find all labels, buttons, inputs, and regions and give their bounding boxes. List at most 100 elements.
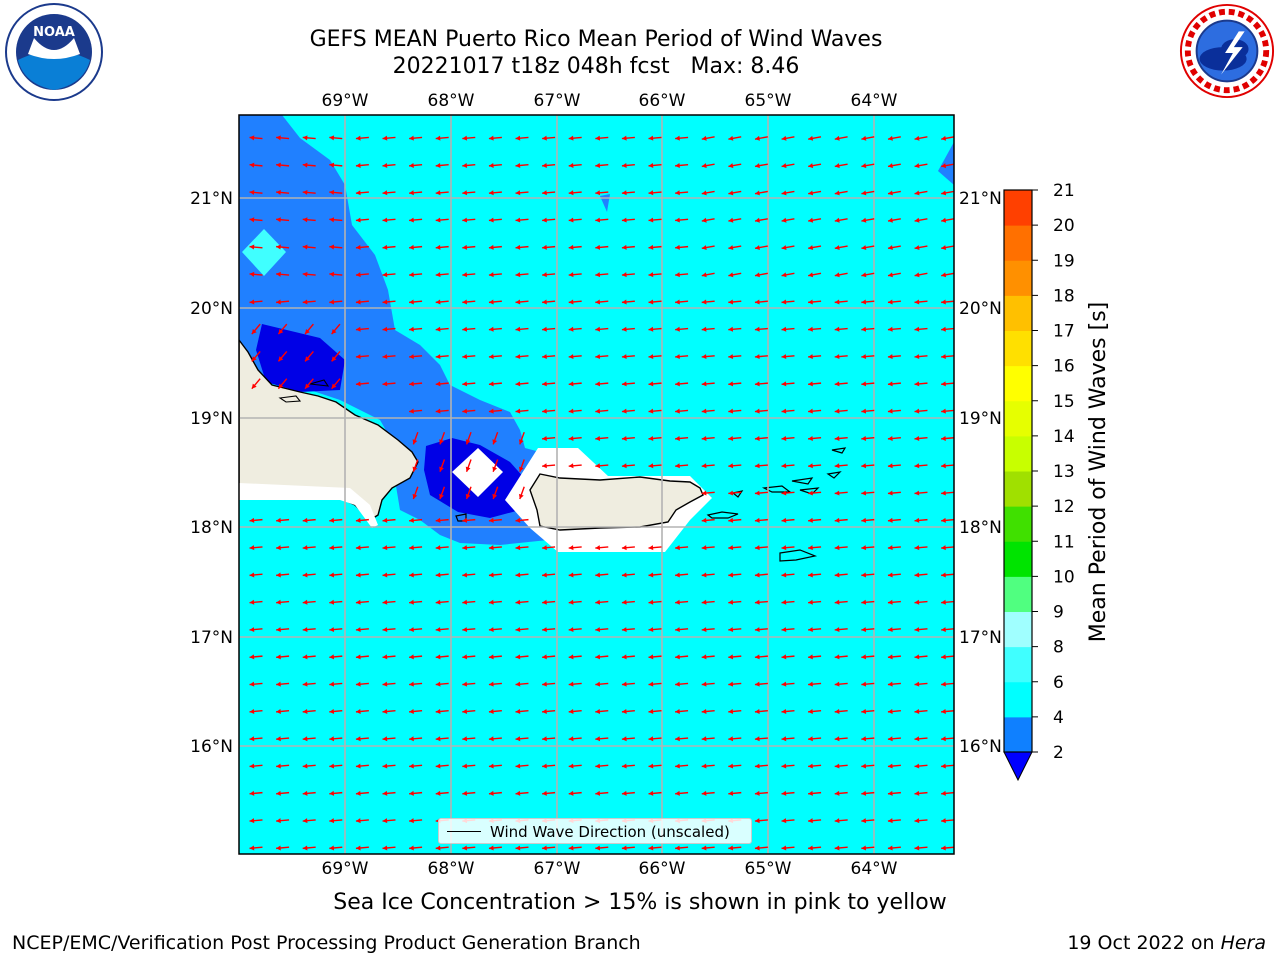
- wave-direction-arrowhead: [435, 654, 441, 660]
- wave-direction-arrowhead: [409, 654, 414, 660]
- wave-direction-arrowhead: [595, 463, 601, 469]
- wave-direction-arrowhead: [488, 135, 494, 141]
- wave-direction-arrowhead: [834, 736, 840, 742]
- chart-title: GEFS MEAN Puerto Rico Mean Period of Win…: [0, 26, 1192, 80]
- wave-direction-arrowhead: [462, 845, 468, 851]
- wave-direction-arrowhead: [515, 162, 521, 168]
- wave-direction-arrowhead: [701, 763, 707, 769]
- wave-direction-arrowhead: [568, 326, 574, 332]
- wave-direction-arrowhead: [941, 627, 946, 633]
- wave-direction-arrowhead: [276, 681, 281, 687]
- wave-direction-arrowhead: [355, 790, 361, 796]
- wave-direction-arrowhead: [568, 381, 574, 387]
- wave-direction-arrowhead: [914, 381, 920, 387]
- wave-direction-arrowhead: [465, 466, 471, 472]
- wave-direction-arrowhead: [409, 354, 414, 360]
- colorbar-tick-label: 15: [1053, 392, 1075, 412]
- wave-direction-arrowhead: [568, 217, 574, 223]
- lat-labels-left: 21°N 20°N 19°N 18°N 17°N 16°N: [190, 189, 233, 757]
- lon-label: 64°W: [851, 91, 898, 111]
- wave-direction-arrowhead: [409, 572, 414, 578]
- wave-direction-arrowhead: [781, 381, 787, 387]
- wave-direction-arrowhead: [941, 818, 946, 824]
- wave-direction-arrowhead: [648, 272, 654, 278]
- wave-direction-arrowhead: [249, 627, 255, 633]
- wave-direction-arrowhead: [542, 244, 547, 250]
- wave-direction-arrowhead: [914, 190, 920, 196]
- wave-direction-arrowhead: [409, 217, 414, 223]
- wave-direction-arrowhead: [302, 545, 308, 551]
- wave-direction-arrowhead: [754, 654, 760, 660]
- wave-direction-arrowhead: [276, 572, 281, 578]
- colorbar: 2 4 6 8 9 10 11 12 13 14 15 16 17 18 19 20 21: [1003, 181, 1075, 782]
- wave-direction-arrowhead: [382, 545, 388, 551]
- wave-direction-arrowhead: [462, 135, 468, 141]
- wave-direction-arrowhead: [305, 356, 310, 362]
- wave-direction-arrowhead: [861, 545, 867, 551]
- wave-direction-arrowhead: [861, 818, 867, 824]
- wave-direction-arrowhead: [355, 845, 361, 851]
- wave-direction-arrowhead: [302, 790, 308, 796]
- wave-direction-arrowhead: [728, 654, 734, 660]
- wave-direction-arrowhead: [914, 135, 920, 141]
- wave-direction-arrowhead: [887, 326, 893, 332]
- wave-direction-arrowhead: [675, 299, 680, 305]
- wave-direction-arrowhead: [409, 790, 414, 796]
- wave-direction-arrowhead: [462, 217, 468, 223]
- wave-direction-arrowhead: [276, 599, 281, 605]
- wave-direction-arrowhead: [409, 272, 414, 278]
- vieques-island: [706, 511, 739, 519]
- wave-direction-arrowhead: [808, 490, 813, 496]
- lat-label: 21°N: [190, 189, 233, 209]
- wave-direction-arrowhead: [355, 299, 361, 305]
- wave-direction-arrowhead: [701, 572, 707, 578]
- wave-direction-arrowhead: [754, 408, 760, 414]
- wave-direction-arrowhead: [621, 654, 627, 660]
- wave-direction-arrowhead: [488, 708, 494, 714]
- wave-direction-arrowhead: [488, 736, 494, 742]
- wave-direction-arrowhead: [834, 435, 840, 441]
- wave-direction-arrowhead: [941, 245, 947, 251]
- colorbar-segment: [1004, 506, 1032, 542]
- legend-label: Wind Wave Direction (unscaled): [490, 823, 730, 841]
- wave-direction-arrowhead: [382, 763, 388, 769]
- wave-direction-arrowhead: [278, 356, 284, 362]
- wave-direction-arrowhead: [887, 135, 893, 141]
- wave-direction-arrowhead: [648, 190, 654, 196]
- wave-direction-arrowhead: [754, 818, 760, 824]
- wave-direction-arrowhead: [542, 681, 547, 687]
- wave-direction-arrowhead: [249, 818, 255, 824]
- wave-direction-arrowhead: [781, 845, 787, 851]
- wave-direction-arrowhead: [834, 354, 840, 360]
- wave-direction-arrowhead: [542, 654, 547, 660]
- wave-direction-arrowhead: [728, 599, 734, 605]
- colorbar-tick-label: 20: [1053, 216, 1075, 236]
- colorbar-segment: [1004, 295, 1032, 331]
- wave-direction-arrowhead: [595, 244, 601, 250]
- colorbar-tick-label: 19: [1053, 251, 1075, 271]
- wave-direction-arrowhead: [488, 681, 494, 687]
- wave-direction-arrowhead: [941, 326, 946, 332]
- wave-direction-arrowhead: [728, 545, 734, 551]
- wave-direction-arrowhead: [754, 272, 760, 278]
- wave-direction-arrowhead: [914, 163, 920, 169]
- wave-direction-arrowhead: [675, 845, 680, 851]
- wave-direction-arrowhead: [568, 654, 574, 660]
- wave-direction-arrowhead: [728, 299, 734, 305]
- wave-direction-arrowhead: [595, 326, 601, 332]
- wave-direction-arrowhead: [439, 466, 444, 472]
- lon-label: 68°W: [428, 91, 475, 111]
- wave-direction-arrowhead: [542, 272, 547, 278]
- colorbar-tick-label: 4: [1053, 708, 1064, 728]
- wave-direction-arrowhead: [568, 708, 574, 714]
- wave-direction-arrowhead: [941, 517, 946, 523]
- wave-direction-arrowhead: [701, 135, 707, 141]
- lon-labels-top: 69°W 68°W 67°W 66°W 65°W 64°W: [322, 91, 898, 111]
- wave-direction-arrowhead: [542, 326, 547, 332]
- wave-direction-arrowhead: [675, 326, 680, 332]
- wave-direction-arrowhead: [488, 381, 494, 387]
- wave-direction-arrowhead: [808, 463, 813, 469]
- wave-direction-arrowhead: [675, 463, 680, 469]
- wave-direction-arrowhead: [462, 627, 468, 633]
- wave-direction-arrowhead: [488, 545, 494, 551]
